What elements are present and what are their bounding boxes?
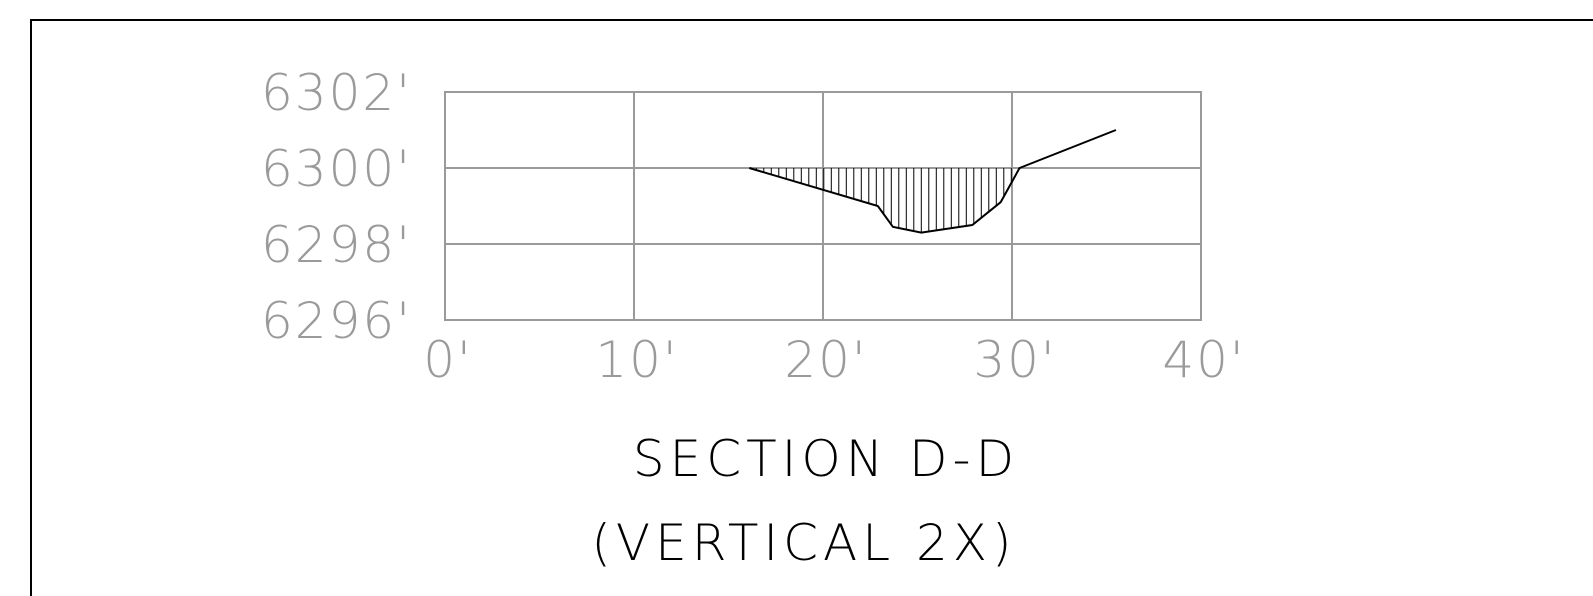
y-axis-ticks: 6302' 6300' 6298' 6296' bbox=[261, 64, 412, 350]
chart-subtitle: (VERTICAL 2X) bbox=[591, 514, 1016, 572]
y-tick-label: 6296' bbox=[261, 292, 412, 350]
x-tick-label: 0' bbox=[423, 331, 473, 389]
x-tick-label: 40' bbox=[1162, 331, 1245, 389]
y-tick-label: 6300' bbox=[261, 140, 412, 198]
y-tick-label: 6298' bbox=[261, 216, 412, 274]
x-tick-label: 20' bbox=[784, 331, 867, 389]
ground-profile bbox=[749, 129, 1117, 234]
x-axis-ticks: 0' 10' 20' 30' 40' bbox=[423, 331, 1245, 389]
profile-line bbox=[749, 129, 1117, 234]
cut-hatch bbox=[755, 168, 1020, 233]
x-tick-label: 30' bbox=[973, 331, 1056, 389]
drawing-sheet-border bbox=[30, 19, 1593, 596]
x-tick-label: 10' bbox=[595, 331, 678, 389]
chart-title: SECTION D-D bbox=[633, 430, 1019, 488]
grid bbox=[444, 91, 1202, 321]
y-tick-label: 6302' bbox=[261, 64, 412, 122]
